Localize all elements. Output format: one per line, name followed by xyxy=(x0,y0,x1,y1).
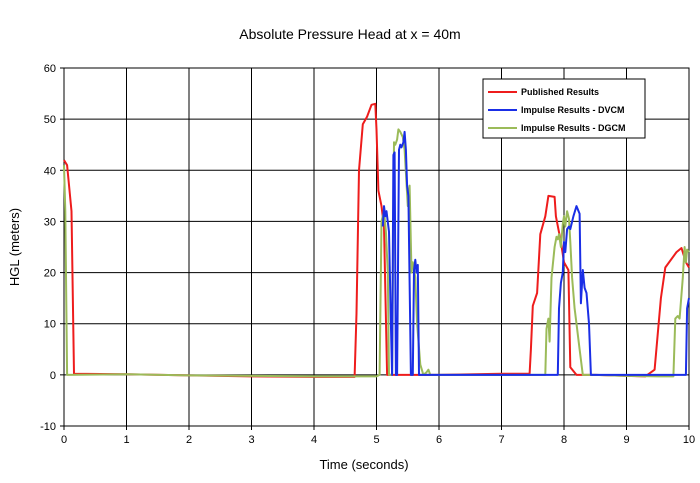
axis-ticks: 0 1 2 3 4 5 6 7 8 9 10 -10 0 10 20 30 40 50 60 xyxy=(40,63,695,446)
x-tick-label: 1 xyxy=(123,434,129,446)
y-tick-label: 20 xyxy=(44,268,56,280)
y-tick-label: 10 xyxy=(44,319,56,331)
x-tick-label: 5 xyxy=(373,434,379,446)
series-line-2 xyxy=(381,130,690,376)
x-axis-title: Time (seconds) xyxy=(319,457,408,472)
y-tick-label: 30 xyxy=(44,216,56,228)
x-tick-label: 3 xyxy=(248,434,254,446)
legend-label: Published Results xyxy=(521,87,599,97)
x-tick-label: 10 xyxy=(683,434,695,446)
y-tick-label: 50 xyxy=(44,114,56,126)
y-tick-label: 0 xyxy=(50,370,56,382)
series-lines xyxy=(63,102,690,378)
x-tick-label: 0 xyxy=(61,434,67,446)
y-axis-title: HGL (meters) xyxy=(7,208,22,286)
x-tick-label: 9 xyxy=(623,434,629,446)
y-tick-label: 40 xyxy=(44,165,56,177)
x-tick-label: 7 xyxy=(498,434,504,446)
legend-label: Impulse Results - DVCM xyxy=(521,105,625,115)
x-tick-label: 6 xyxy=(436,434,442,446)
chart-title: Absolute Pressure Head at x = 40m xyxy=(239,26,461,42)
y-tick-label: -10 xyxy=(40,421,56,433)
legend-box xyxy=(482,78,646,139)
legend-label: Impulse Results - DGCM xyxy=(521,123,626,133)
x-tick-label: 4 xyxy=(311,434,317,446)
y-tick-label: 60 xyxy=(44,63,56,75)
x-tick-label: 8 xyxy=(561,434,567,446)
x-tick-label: 2 xyxy=(186,434,192,446)
legend: Published Results Impulse Results - DVCM I… xyxy=(482,78,646,139)
